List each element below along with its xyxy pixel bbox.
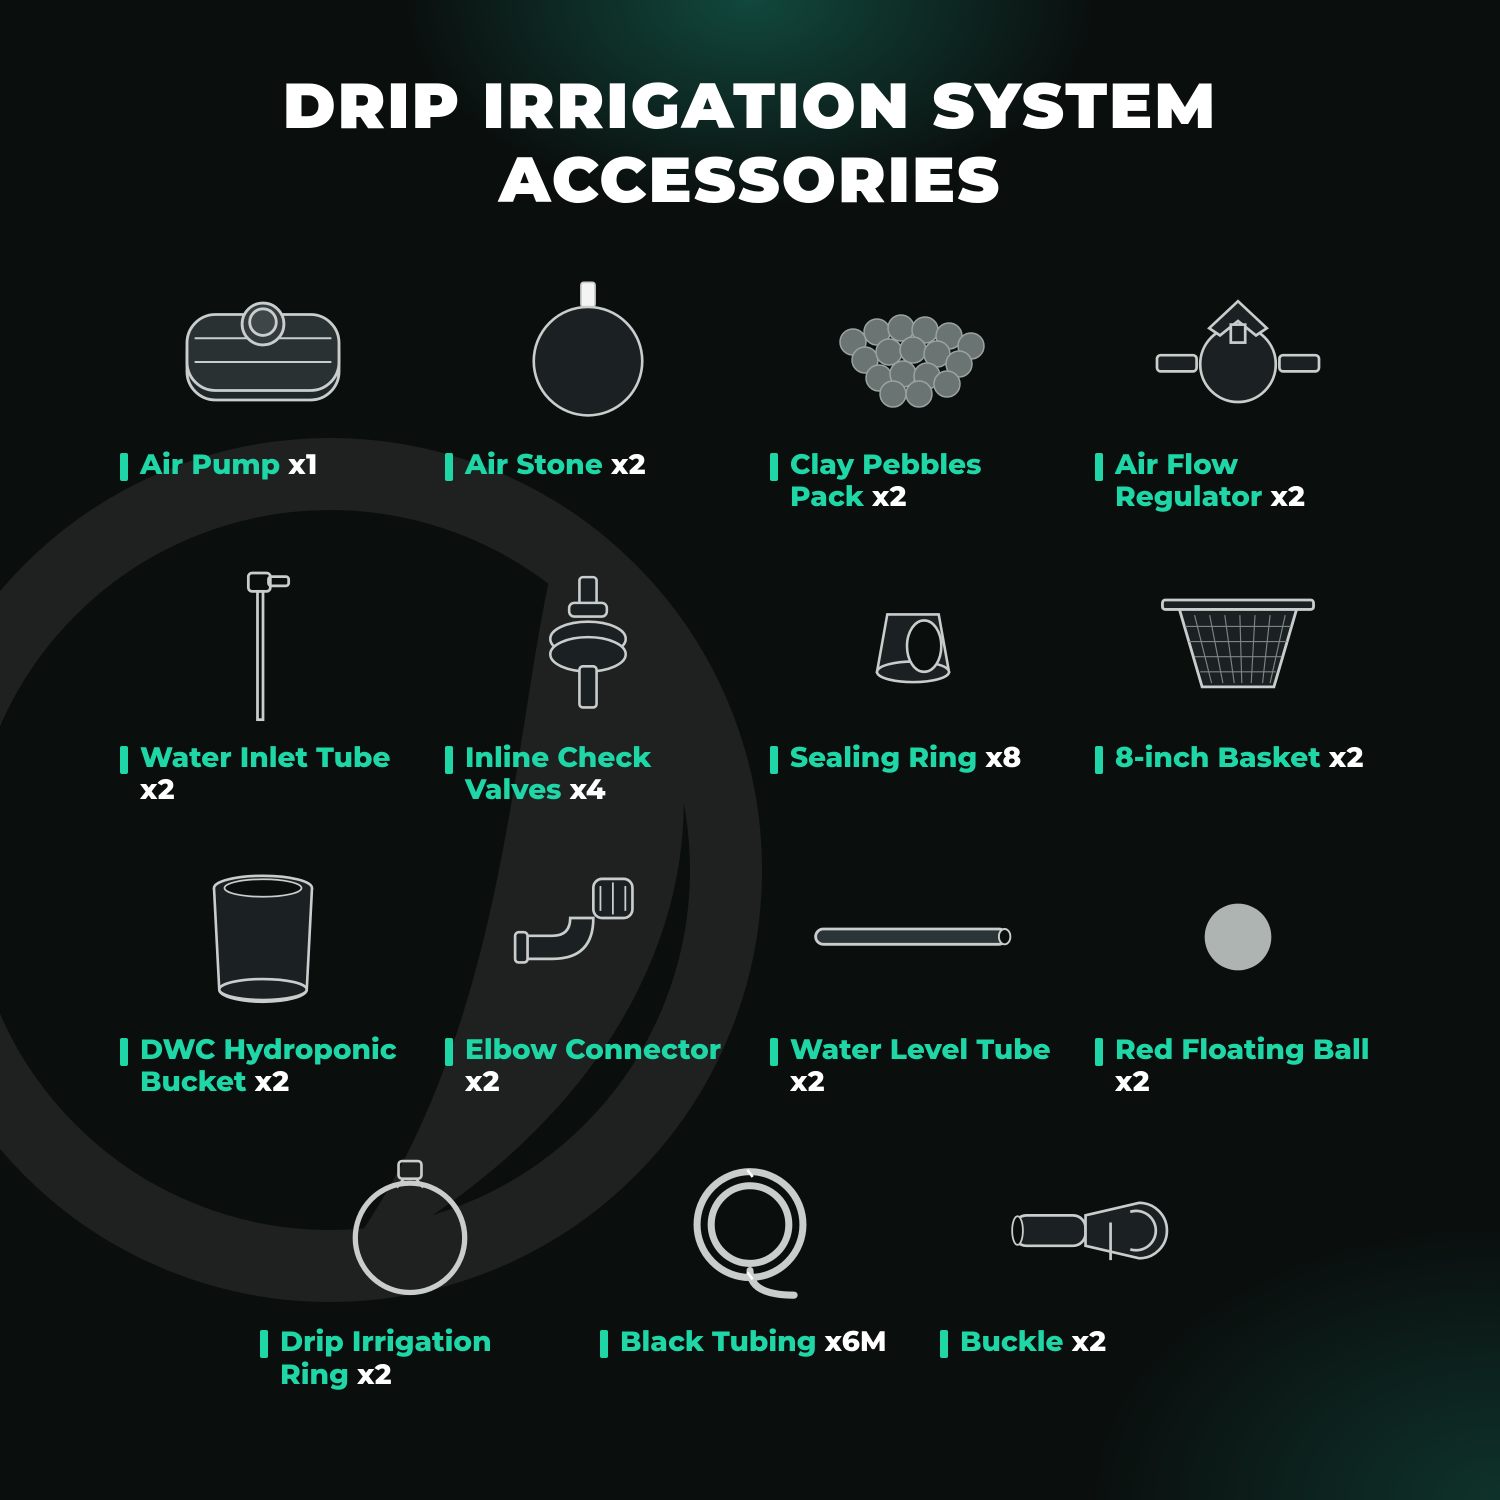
item-label: Air Stone x2: [465, 449, 645, 481]
items-grid: Air Pump x1 Air Stone x2: [120, 267, 1380, 1391]
item-label: Inline Check Valves x4: [465, 742, 730, 806]
black-tubing-icon: [600, 1144, 900, 1314]
item-label: Elbow Connector x2: [465, 1034, 730, 1098]
item-label: Water Level Tube x2: [790, 1034, 1055, 1098]
page-title: DRIP IRRIGATION SYSTEM ACCESSORIES: [0, 0, 1500, 217]
sealing-ring-icon: [770, 560, 1055, 730]
item-label: Drip Irrigation Ring x2: [280, 1326, 560, 1390]
basket-icon: [1095, 560, 1380, 730]
drip-ring-icon: [260, 1144, 560, 1314]
item-air-flow-regulator: Air Flow Regulator x2: [1095, 267, 1380, 513]
item-label: Air Pump x1: [140, 449, 317, 481]
buckle-icon: [940, 1144, 1240, 1314]
item-8-inch-basket: 8-inch Basket x2: [1095, 560, 1380, 806]
item-inline-check-valves: Inline Check Valves x4: [445, 560, 730, 806]
air-stone-icon: [445, 267, 730, 437]
item-water-level-tube: Water Level Tube x2: [770, 852, 1055, 1098]
floating-ball-icon: [1095, 852, 1380, 1022]
item-label: Buckle x2: [960, 1326, 1106, 1358]
air-flow-regulator-icon: [1095, 267, 1380, 437]
item-label: Red Floating Ball x2: [1115, 1034, 1380, 1098]
item-clay-pebbles: Clay Pebbles Pack x2: [770, 267, 1055, 513]
item-sealing-ring: Sealing Ring x8: [770, 560, 1055, 806]
bucket-icon: [120, 852, 405, 1022]
air-pump-icon: [120, 267, 405, 437]
item-air-stone: Air Stone x2: [445, 267, 730, 513]
item-drip-irrigation-ring: Drip Irrigation Ring x2: [260, 1144, 560, 1390]
elbow-connector-icon: [445, 852, 730, 1022]
item-black-tubing: Black Tubing x6M: [600, 1144, 900, 1390]
item-air-pump: Air Pump x1: [120, 267, 405, 513]
item-buckle: Buckle x2: [940, 1144, 1240, 1390]
item-label: Black Tubing x6M: [620, 1326, 887, 1358]
item-label: Sealing Ring x8: [790, 742, 1021, 774]
item-label: Clay Pebbles Pack x2: [790, 449, 1055, 513]
item-label: Air Flow Regulator x2: [1115, 449, 1380, 513]
item-label: 8-inch Basket x2: [1115, 742, 1363, 774]
item-label: Water Inlet Tube x2: [140, 742, 405, 806]
clay-pebbles-icon: [770, 267, 1055, 437]
item-red-floating-ball: Red Floating Ball x2: [1095, 852, 1380, 1098]
water-inlet-tube-icon: [120, 560, 405, 730]
item-elbow-connector: Elbow Connector x2: [445, 852, 730, 1098]
item-dwc-bucket: DWC Hydroponic Bucket x2: [120, 852, 405, 1098]
water-level-tube-icon: [770, 852, 1055, 1022]
item-water-inlet-tube: Water Inlet Tube x2: [120, 560, 405, 806]
inline-check-valves-icon: [445, 560, 730, 730]
item-label: DWC Hydroponic Bucket x2: [140, 1034, 405, 1098]
